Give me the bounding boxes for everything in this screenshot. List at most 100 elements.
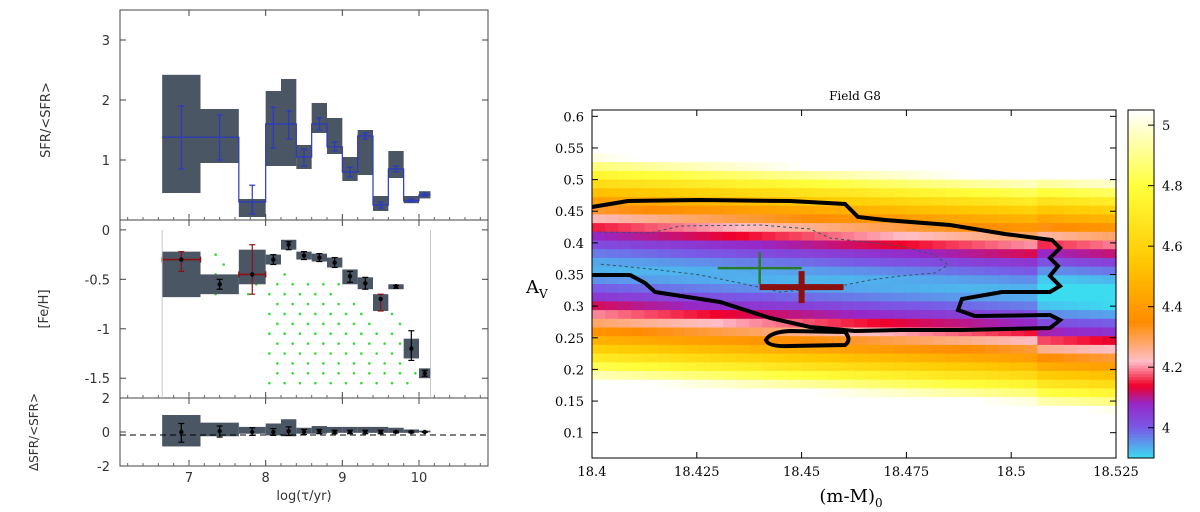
heatmap-cell [762,127,776,137]
heatmap-cell [1102,118,1117,128]
heatmap-cell [736,214,750,224]
heatmap-cell [1102,449,1117,459]
heatmap-cell [854,371,868,381]
green-dot [283,381,286,385]
colorbar-segment [1128,443,1154,447]
heatmap-cell [906,431,921,442]
heatmap-cell [880,127,894,137]
hy-tick-label: 0.6 [563,110,584,125]
heatmap-cell [971,431,986,442]
heatmap-cell [709,136,724,146]
heatmap-cell [985,170,999,181]
heatmap-cell [736,388,750,398]
heatmap-cell [749,231,763,242]
heatmap-cell [762,379,776,389]
heatmap-cell [1089,379,1104,389]
green-dot [344,381,348,385]
colorbar-segment [1128,119,1154,123]
heatmap-cell [998,414,1012,424]
heatmap-cell [683,179,698,189]
heatmap-cell [919,423,934,433]
colorbar-segment [1128,380,1154,384]
heatmap-cell [814,301,829,311]
heatmap-cell [1024,318,1038,329]
heatmap-cell [1089,344,1104,355]
best-fit-markers [717,252,844,304]
heatmap-cell [762,388,776,398]
heatmap-cell [801,179,816,189]
heatmap-cell [867,266,881,276]
heatmap-cell [683,301,698,311]
green-dot [291,322,294,326]
heatmap-cell [958,344,973,355]
heatmap-cell [854,162,868,172]
heatmap-cell [657,327,672,337]
heatmap-cell [985,136,999,146]
heatmap-cell [801,414,816,424]
heatmap-cell [1102,110,1117,120]
colorbar-segment [1128,257,1154,261]
sfr-box-11 [388,151,404,178]
colorbar-segment [1128,446,1154,450]
heatmap-cell [867,223,881,233]
heatmap-cell [1089,231,1104,242]
heatmap-cell [749,344,763,355]
heatmap-cell [932,405,947,416]
heatmap-cell [723,371,737,381]
heatmap-cell [723,362,737,372]
colorbar-tick-label: 4.6 [1162,240,1183,255]
colorbar-segment [1128,266,1154,270]
heatmap-cell [958,153,973,163]
colorbar-segment [1128,284,1154,288]
heatmap-cell [657,362,672,372]
colorbar-segment [1128,410,1154,414]
heatmap-cell [644,423,659,433]
green-dot [352,371,356,375]
heatmap-cell [985,371,999,381]
heatmap-cell [1089,284,1104,294]
heatmap-cell [854,353,868,363]
heatmap-cell [683,170,698,181]
heatmap-cell [1050,223,1065,233]
heatmap-cell [775,318,790,329]
heatmap-cell [631,414,645,424]
heatmap-cell [749,110,763,120]
heatmap-cell [683,127,698,137]
heatmap-cell [1011,301,1025,311]
met-ytick-label: -1 [97,323,110,338]
heatmap-cell [657,318,672,329]
heatmap-cell [985,214,999,224]
heatmap-cell [854,188,868,198]
heatmap-cell [709,310,724,320]
heatmap-cell [1011,344,1025,355]
heatmap-cell [618,379,632,389]
heatmap-cell [618,257,632,268]
heatmap-cell [971,414,986,424]
heatmap-cell [827,127,842,137]
heatmap-cell [932,170,947,181]
heatmap-cell [775,240,790,250]
heatmap-cell [906,205,921,215]
residual-point-11 [393,429,399,435]
heatmap-cell [605,144,619,155]
heatmap-cell [945,188,960,198]
heatmap-cell [1011,257,1025,268]
heatmap-cell [1037,440,1052,450]
heatmap-cell [1076,284,1091,294]
heatmap-cell [867,292,881,302]
green-dot [383,362,386,365]
colorbar-segment [1128,323,1154,327]
heatmap-cell [657,423,672,433]
heatmap-cell [1076,336,1091,346]
heatmap-cell [592,197,606,207]
heatmap-cell [1011,284,1025,294]
heatmap-cell [1076,397,1091,407]
heatmap-cell [932,310,947,320]
heatmap-cell [736,431,750,442]
heatmap-cell [1076,136,1091,146]
heatmap-cell [723,397,737,407]
heatmap-cell [631,231,645,242]
heatmap-cell [592,431,606,442]
heatmap-cell [709,223,724,233]
heatmap-cell [880,249,894,259]
